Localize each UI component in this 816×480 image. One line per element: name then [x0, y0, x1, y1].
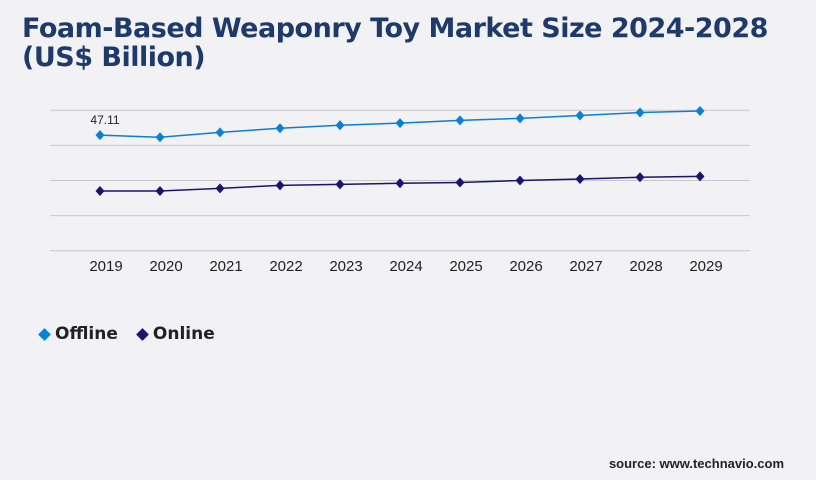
data-point: [575, 174, 585, 185]
x-tick-label: 2025: [449, 258, 482, 275]
diamond-marker-icon: [136, 327, 149, 341]
x-tick-label: 2023: [329, 258, 362, 275]
data-point: [455, 115, 465, 126]
data-point: [635, 107, 645, 118]
x-tick-label: 2021: [209, 258, 242, 275]
x-tick-label: 2019: [89, 258, 122, 275]
data-point: [575, 110, 585, 121]
line-chart: 2019 2020 2021 2022 2023 2024 2025 2026 2027 2028…: [50, 106, 750, 275]
data-point: [215, 183, 225, 194]
x-tick-label: 2027: [569, 258, 602, 275]
data-point: [635, 172, 645, 183]
legend: Offline Online: [38, 324, 215, 344]
legend-label: Online: [152, 324, 215, 344]
legend-item-online: Online: [136, 324, 215, 344]
data-point: [275, 180, 285, 191]
data-point: [695, 106, 705, 117]
data-point: [95, 186, 105, 197]
data-point: [95, 130, 105, 141]
data-point: [335, 120, 345, 131]
data-point: [335, 179, 345, 190]
data-point: [155, 132, 165, 143]
chart-title: Foam-Based Weaponry Toy Market Size 2024…: [22, 13, 768, 73]
data-point: [695, 171, 705, 182]
data-point: [455, 177, 465, 188]
data-label: 47.11: [90, 113, 119, 127]
x-tick-label: 2020: [149, 258, 182, 275]
x-tick-label: 2026: [509, 258, 542, 275]
legend-label: Offline: [55, 324, 118, 344]
legend-item-offline: Offline: [38, 324, 118, 344]
x-tick-label: 2029: [689, 258, 722, 275]
data-point: [515, 175, 525, 186]
source-note: source: www.technavio.com: [608, 456, 784, 471]
data-point: [395, 178, 405, 189]
diamond-marker-icon: [38, 327, 51, 341]
data-point: [395, 118, 405, 129]
data-point: [215, 127, 225, 138]
data-point: [155, 186, 165, 197]
x-tick-label: 2028: [629, 258, 662, 275]
data-point: [515, 113, 525, 124]
x-tick-label: 2024: [389, 258, 422, 275]
data-point: [275, 123, 285, 134]
x-tick-label: 2022: [269, 258, 302, 275]
